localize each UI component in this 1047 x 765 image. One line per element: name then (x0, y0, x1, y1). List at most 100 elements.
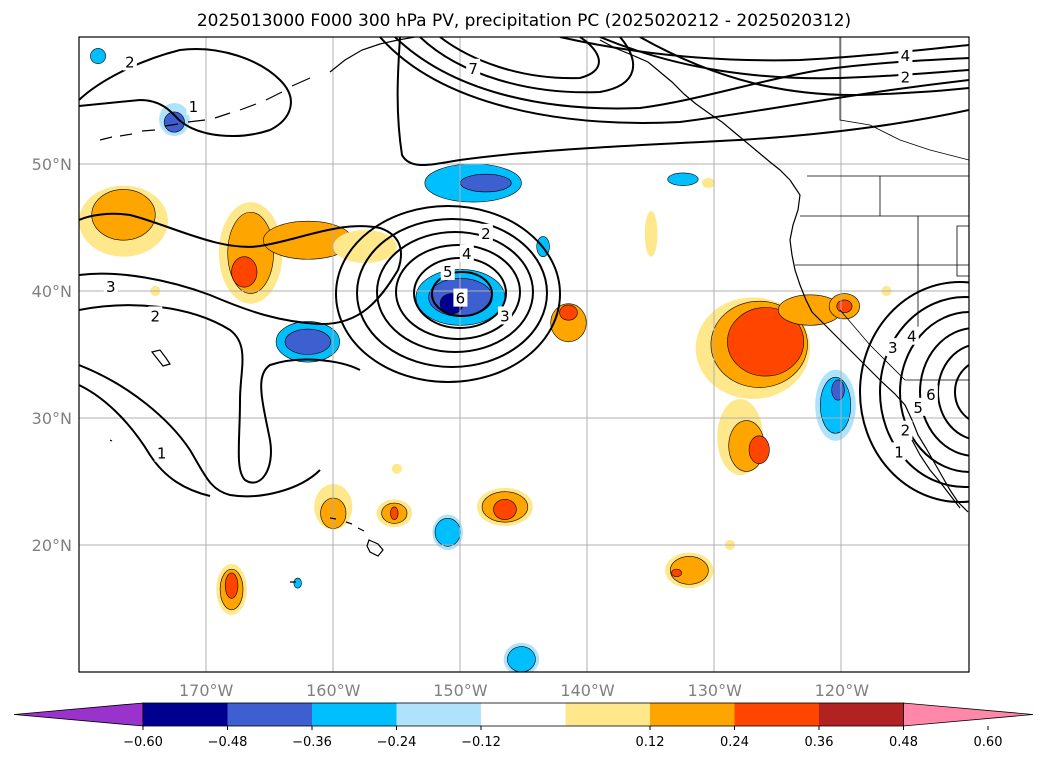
precip-region-33 (748, 435, 770, 465)
y-tick-label: 30°N (32, 409, 72, 428)
pv-closed-low-4 (395, 244, 521, 340)
x-tick-label: 150°W (433, 681, 488, 700)
colorbar: −0.60 −0.48 −0.36 −0.24 −0.12 0.12 0.24 0.36 0.4… (13, 702, 1034, 750)
precip-region-17 (284, 328, 332, 355)
precip-region-37 (391, 463, 402, 474)
graticule (79, 37, 969, 672)
pv-contour-north-ridge (396, 37, 969, 166)
contour-label-bg-18 (892, 442, 907, 461)
precip-region-36 (831, 379, 845, 401)
small-islands (109, 349, 296, 583)
pv-low-east-3 (899, 311, 969, 473)
pv-low-east-5 (937, 344, 969, 440)
precip-region-57 (507, 646, 536, 672)
colorbar-tick-label: −0.12 (461, 735, 501, 750)
colorbar-tick-label: −0.60 (123, 735, 163, 750)
pv-contour-north-2b (639, 37, 969, 97)
pv-low-east-1 (859, 281, 969, 503)
contour-label-13: 4 (907, 328, 917, 346)
colorbar-tick-label: −0.24 (377, 735, 417, 750)
y-axis-ticks: 50°N 40°N 30°N 20°N (32, 155, 72, 555)
coastlines (99, 37, 969, 583)
precip-region-50 (224, 572, 239, 599)
baja-coast (911, 439, 961, 509)
contour-label-6: 4 (462, 245, 472, 263)
pv-contour-west-2 (79, 304, 361, 484)
contour-label-bg-15 (923, 385, 938, 404)
pv-contour-north-7a (439, 37, 600, 80)
contour-label-17: 2 (901, 422, 911, 440)
contour-label-bg-5 (478, 223, 493, 242)
colorbar-tick-label: −0.48 (208, 735, 248, 750)
x-tick-label: 140°W (560, 681, 615, 700)
contour-label-bg-13 (904, 326, 919, 345)
colorbar-tick-label: 0.60 (974, 735, 1003, 750)
colorbar-tick-label: 0.12 (636, 735, 665, 750)
pv-contour-north-7b (419, 37, 635, 94)
precip-region-19 (667, 172, 699, 186)
map-frame (78, 36, 970, 673)
colorbar-segment-4 (396, 703, 481, 726)
precip-region-22 (644, 210, 658, 257)
colorbar-segment-5 (481, 703, 566, 726)
x-tick-label: 160°W (306, 681, 361, 700)
contour-label-bg-3 (898, 46, 913, 65)
pv-closed-low-3 (376, 231, 534, 353)
colorbar-segment-8 (734, 703, 819, 726)
precip-region-54 (671, 568, 682, 578)
contour-label-bg-8 (453, 288, 468, 307)
contour-label-5: 2 (481, 225, 491, 243)
contour-label-14: 3 (888, 339, 898, 357)
colorbar-tick-label: −0.36 (292, 735, 332, 750)
colorbar-tick-label: 0.24 (720, 735, 749, 750)
pv-contour-west-1b (79, 384, 211, 497)
contour-label-bg-2 (466, 58, 481, 77)
precip-region-51 (293, 577, 302, 589)
contour-label-15: 6 (926, 386, 936, 404)
contour-label-bg-11 (148, 306, 163, 325)
precip-region-10 (90, 48, 106, 64)
contour-label-bg-10 (103, 277, 118, 296)
pv-contour-west-3 (79, 212, 402, 326)
contour-label-bg-9 (497, 306, 512, 325)
contour-label-bg-6 (459, 244, 474, 263)
y-tick-label: 50°N (32, 155, 72, 174)
contour-label-bg-7 (440, 261, 455, 280)
pv-contours (79, 37, 969, 503)
contour-label-16: 5 (913, 399, 923, 417)
precip-region-47 (493, 498, 517, 520)
contour-label-0: 2 (125, 53, 135, 71)
pv-contour-north-6 (394, 37, 969, 110)
alaska-gulf-coast (599, 39, 791, 181)
colorbar-segment-6 (565, 703, 650, 726)
contour-label-8: 6 (456, 290, 466, 308)
x-axis-ticks: 170°W 160°W 150°W 140°W 130°W 120°W (179, 681, 869, 700)
precip-region-4 (231, 256, 258, 288)
contour-label-bg-4 (898, 67, 913, 86)
precip-region-12 (460, 173, 512, 193)
precip-region-6 (333, 230, 397, 264)
contour-label-bg-12 (154, 443, 169, 462)
pv-closed-low-1 (335, 205, 561, 383)
colorbar-tick-label: 0.48 (889, 735, 918, 750)
contour-label-10: 3 (106, 278, 116, 296)
y-tick-label: 40°N (32, 282, 72, 301)
pv-low-east-6 (954, 363, 969, 421)
colorbar-segment-1 (143, 703, 228, 726)
contour-label-12: 1 (157, 445, 167, 463)
precip-region-26 (727, 307, 805, 377)
precipitation-shading (79, 48, 892, 672)
chart-title: 2025013000 F000 300 hPa PV, precipitatio… (197, 11, 851, 31)
contour-label-bg-16 (911, 397, 926, 416)
colorbar-tick-label: 0.36 (805, 735, 834, 750)
contour-label-bg-14 (885, 338, 900, 357)
pv-low-east-4 (919, 327, 969, 457)
pv-low-east-2 (879, 296, 969, 488)
precip-region-42 (390, 506, 399, 520)
x-tick-label: 130°W (688, 681, 743, 700)
x-tick-label: 170°W (179, 681, 234, 700)
colorbar-segment-3 (312, 703, 397, 726)
pv-contour-west-1 (79, 364, 321, 498)
